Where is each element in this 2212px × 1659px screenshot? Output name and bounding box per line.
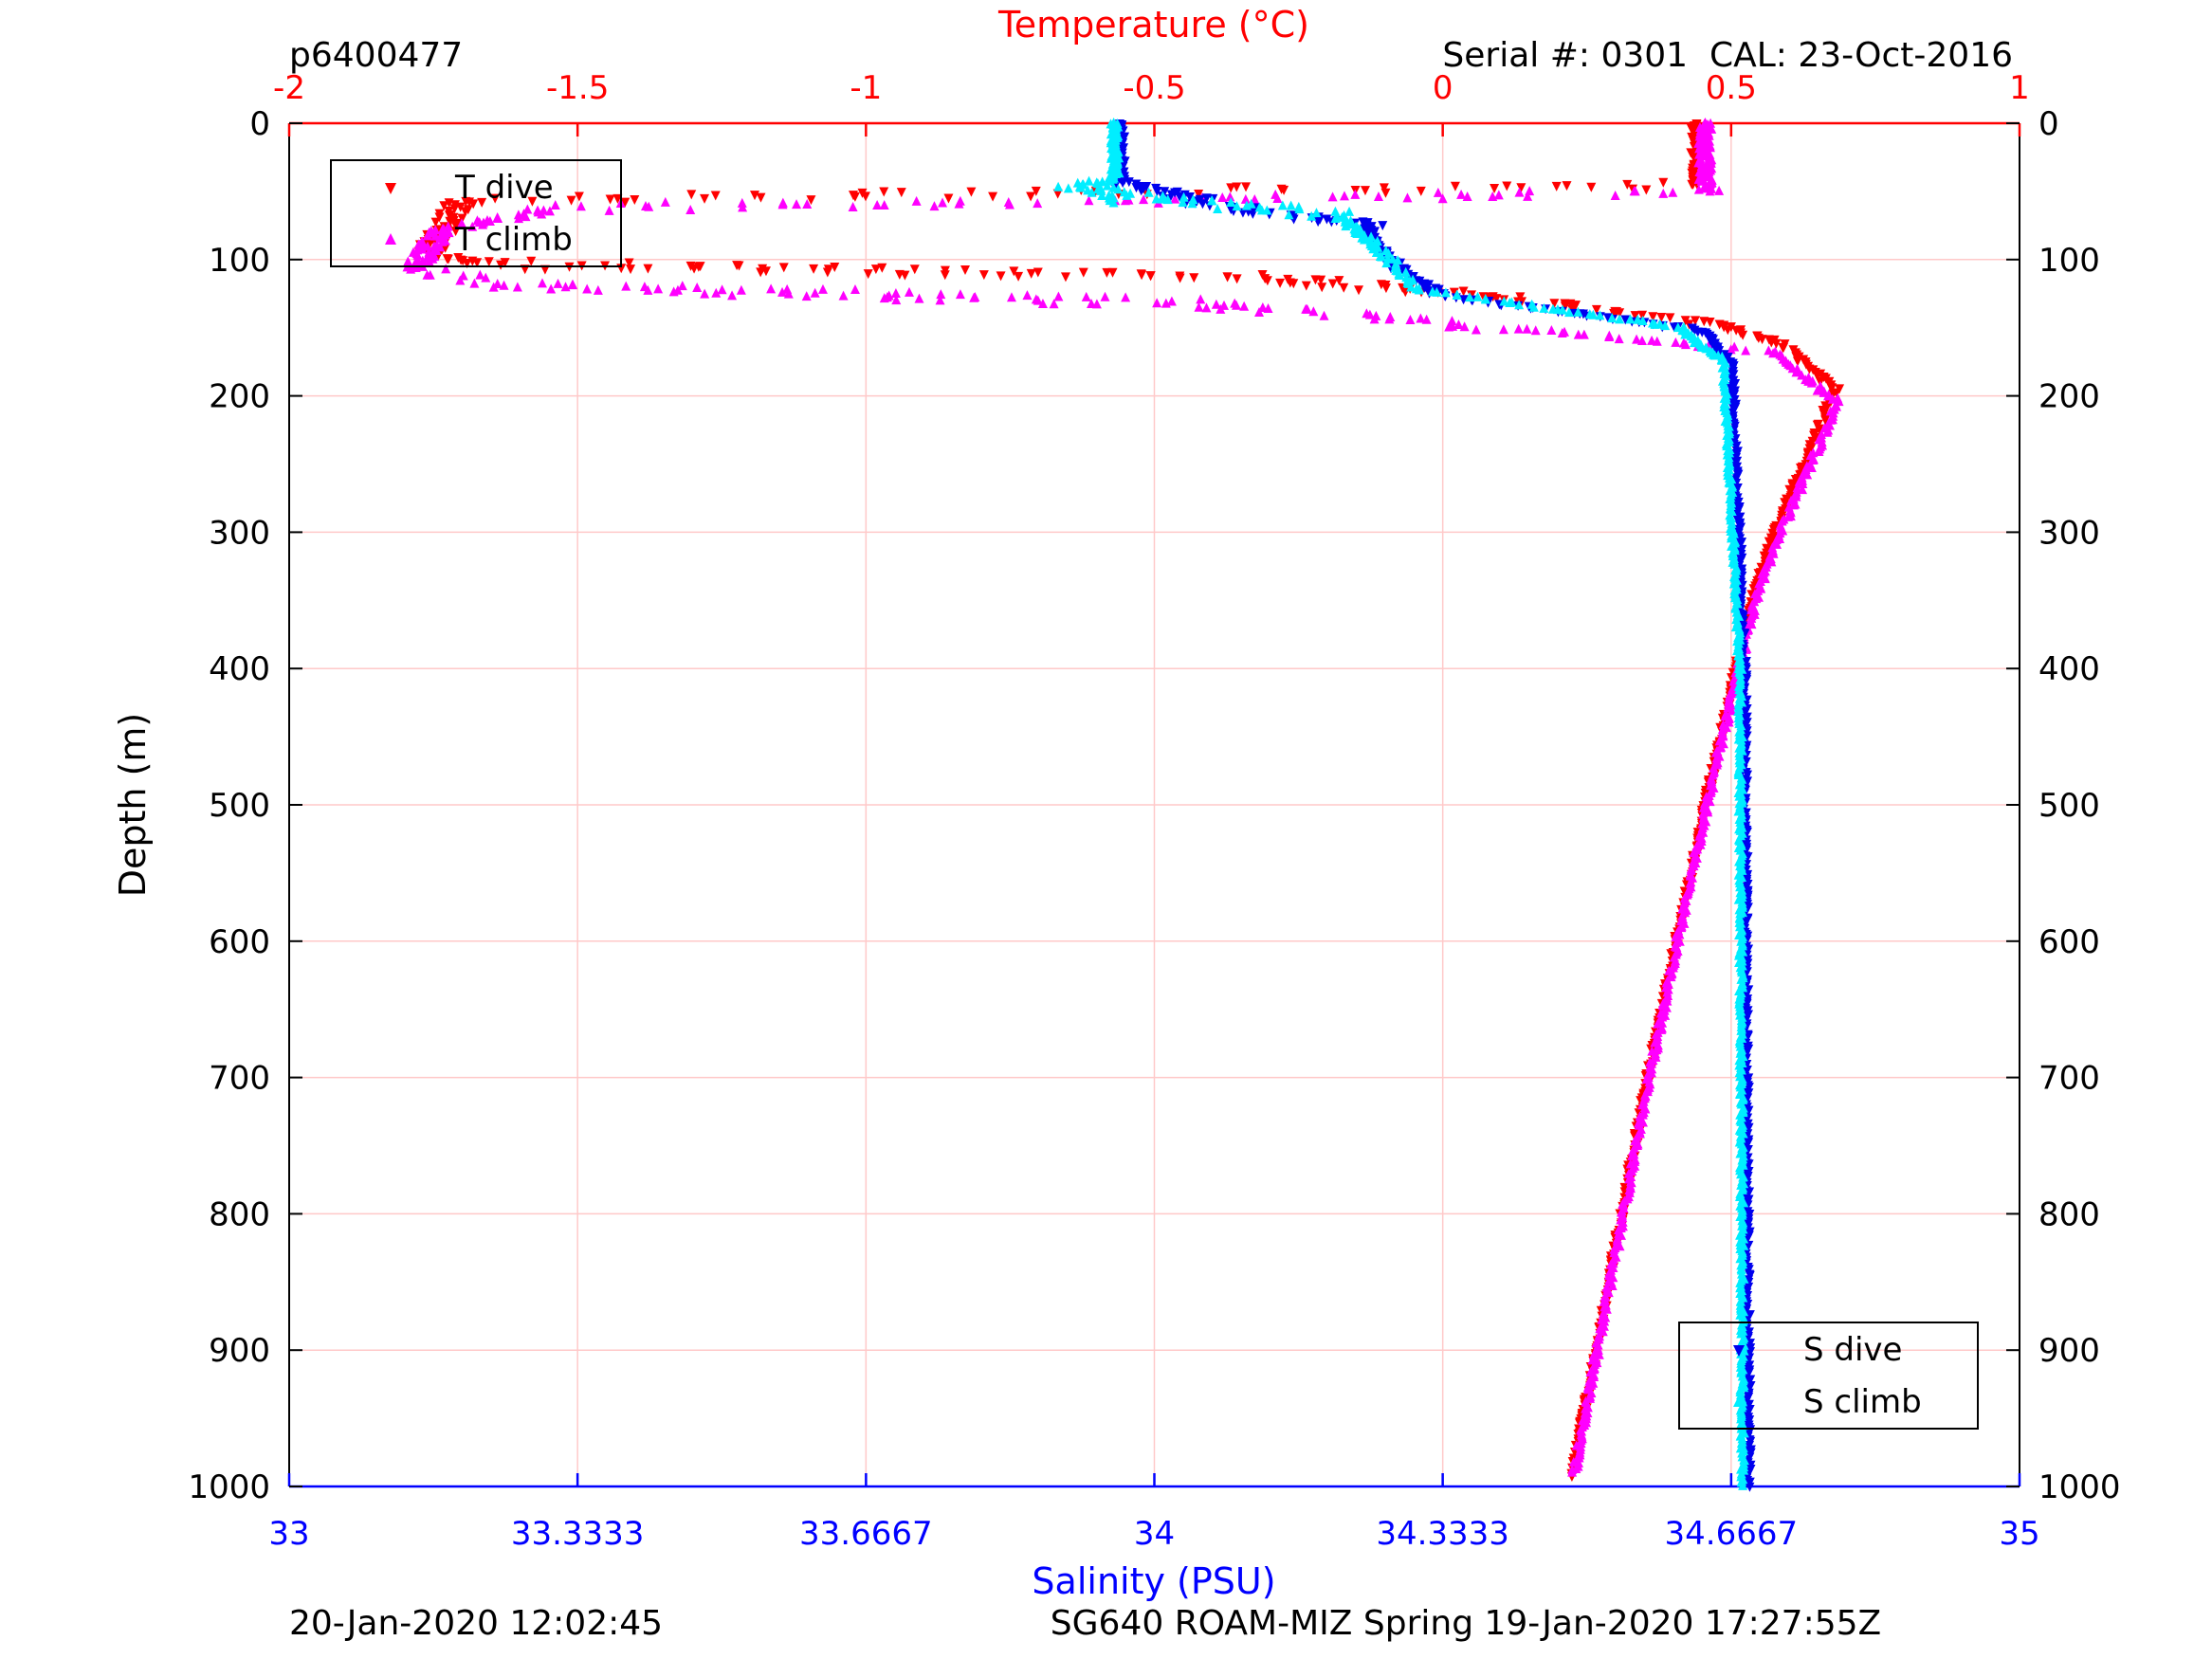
svg-text:200: 200 <box>209 378 270 416</box>
svg-text:33.6667: 33.6667 <box>799 1515 933 1553</box>
dive-id-label: p6400477 <box>289 36 464 75</box>
svg-text:1: 1 <box>2009 69 2030 107</box>
legend-entry-t-climb: T climb <box>332 213 620 265</box>
depth-axis-title: Depth (m) <box>112 712 154 898</box>
t-dive-marker-icon <box>385 182 396 194</box>
svg-text:1000: 1000 <box>2038 1468 2121 1506</box>
legend-label-s-dive: S dive <box>1803 1330 1903 1369</box>
svg-text:33.3333: 33.3333 <box>511 1515 645 1553</box>
salinity-axis-title: Salinity (PSU) <box>1032 1560 1276 1602</box>
legend-label-s-climb: S climb <box>1803 1382 1922 1421</box>
svg-text:800: 800 <box>2038 1195 2100 1233</box>
svg-text:35: 35 <box>1999 1515 2039 1553</box>
svg-text:600: 600 <box>2038 923 2100 961</box>
legend-entry-s-dive: S dive <box>1680 1323 1977 1376</box>
svg-text:100: 100 <box>2038 242 2100 280</box>
svg-text:200: 200 <box>2038 378 2100 416</box>
svg-text:900: 900 <box>2038 1332 2100 1370</box>
svg-text:-1: -1 <box>850 69 882 107</box>
s-dive-marker-icon <box>1733 1344 1745 1357</box>
legend-label-t-dive: T dive <box>455 168 554 207</box>
svg-text:-1.5: -1.5 <box>546 69 609 107</box>
svg-text:0: 0 <box>249 105 270 143</box>
svg-text:400: 400 <box>2038 650 2100 688</box>
t-climb-marker-icon <box>385 232 396 245</box>
legend-salinity: S dive S climb <box>1678 1322 1979 1430</box>
svg-text:34.3333: 34.3333 <box>1376 1515 1509 1553</box>
svg-text:600: 600 <box>209 923 270 961</box>
svg-text:0: 0 <box>1433 69 1453 107</box>
svg-text:700: 700 <box>2038 1060 2100 1098</box>
svg-text:700: 700 <box>209 1060 270 1098</box>
svg-text:0: 0 <box>2038 105 2059 143</box>
plot-timestamp-label: 20-Jan-2020 12:02:45 <box>289 1604 664 1643</box>
svg-text:-0.5: -0.5 <box>1123 69 1185 107</box>
svg-text:800: 800 <box>209 1195 270 1233</box>
legend-temperature: T dive T climb <box>330 159 622 267</box>
svg-text:400: 400 <box>209 650 270 688</box>
svg-text:300: 300 <box>2038 514 2100 552</box>
legend-entry-s-climb: S climb <box>1680 1376 1977 1428</box>
temperature-axis-title: Temperature (°C) <box>998 4 1309 46</box>
svg-text:900: 900 <box>209 1332 270 1370</box>
svg-text:300: 300 <box>209 514 270 552</box>
svg-text:100: 100 <box>209 242 270 280</box>
svg-text:500: 500 <box>209 787 270 825</box>
svg-text:0.5: 0.5 <box>1706 69 1757 107</box>
svg-text:-2: -2 <box>273 69 305 107</box>
svg-text:34.6667: 34.6667 <box>1665 1515 1799 1553</box>
serial-cal-label: Serial #: 0301 CAL: 23-Oct-2016 <box>1442 36 2013 75</box>
svg-text:1000: 1000 <box>188 1468 270 1506</box>
svg-text:500: 500 <box>2038 787 2100 825</box>
legend-entry-t-dive: T dive <box>332 161 620 213</box>
mission-title-label: SG640 ROAM-MIZ Spring 19-Jan-2020 17:27:… <box>1050 1604 1882 1643</box>
s-climb-marker-icon <box>1733 1395 1745 1407</box>
svg-text:34: 34 <box>1134 1515 1175 1553</box>
legend-label-t-climb: T climb <box>455 220 573 259</box>
svg-text:33: 33 <box>268 1515 309 1553</box>
